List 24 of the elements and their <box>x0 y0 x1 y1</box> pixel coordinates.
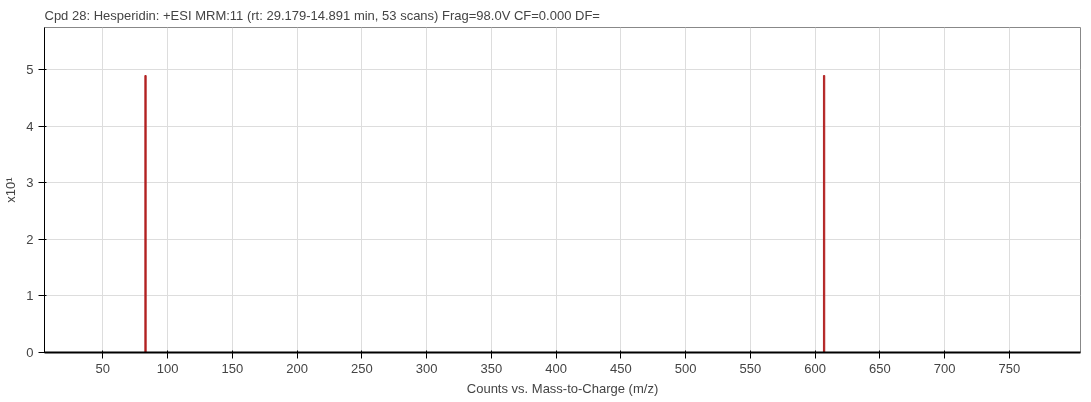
x-tick-label: 700 <box>933 360 956 376</box>
y-tick-label: 4 <box>26 118 34 134</box>
y-tick-label: 3 <box>26 175 34 191</box>
x-tick-label: 100 <box>156 360 179 376</box>
y-tick-label: 5 <box>26 62 34 78</box>
x-axis-title: Counts vs. Mass-to-Charge (m/z) <box>466 380 659 396</box>
x-tick-label: 300 <box>415 360 438 376</box>
x-tick-label: 350 <box>480 360 503 376</box>
chart-title: Cpd 28: Hesperidin: +ESI MRM:11 (rt: 29.179-14.891 min, 53 scans) Frag=98.0V CF=0.000 DF= <box>44 7 600 23</box>
x-tick-label: 50 <box>95 360 111 376</box>
x-tick-label: 750 <box>998 360 1021 376</box>
x-tick-label: 650 <box>868 360 891 376</box>
x-tick-label: 150 <box>221 360 244 376</box>
x-tick-label: 450 <box>609 360 632 376</box>
y-axis-title: x10¹ <box>3 176 19 203</box>
x-tick-label: 400 <box>545 360 567 376</box>
x-tick-label: 250 <box>350 360 373 376</box>
y-tick-label: 0 <box>26 345 34 360</box>
y-tick-label: 2 <box>26 231 34 247</box>
x-tick-label: 200 <box>286 360 308 376</box>
x-tick-label: 550 <box>739 360 762 376</box>
x-tick-label: 500 <box>674 360 697 376</box>
x-tick-label: 600 <box>804 360 826 376</box>
y-tick-label: 1 <box>26 288 34 304</box>
